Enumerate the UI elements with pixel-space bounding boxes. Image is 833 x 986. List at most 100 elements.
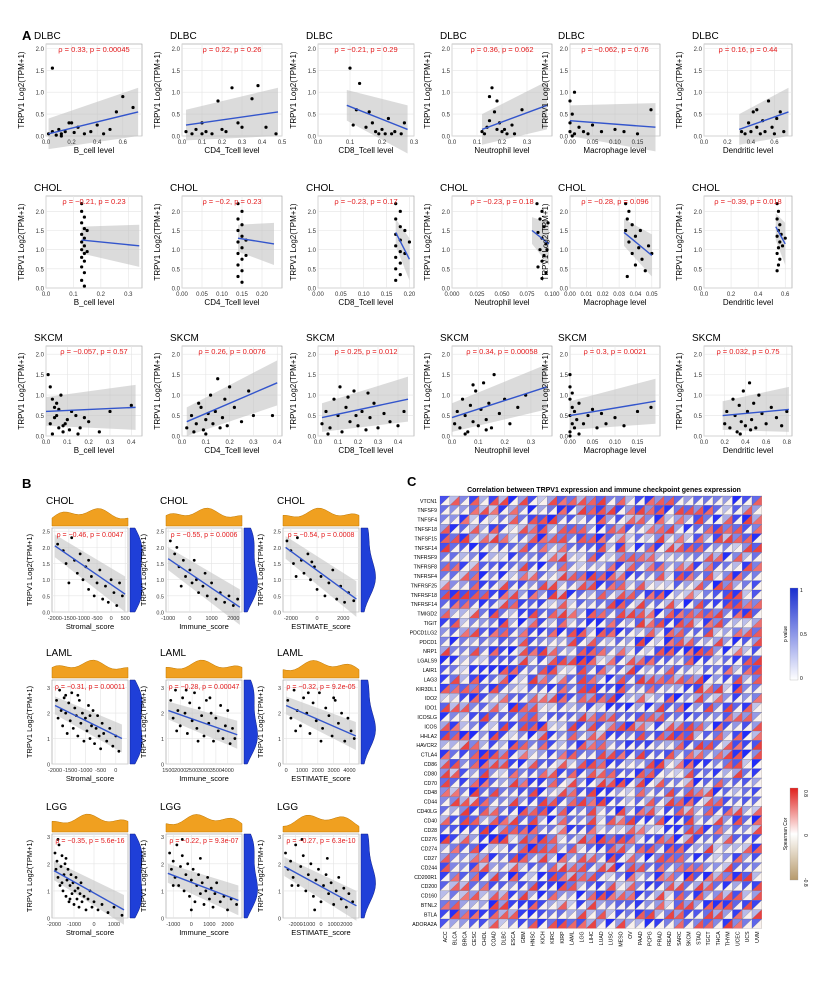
data-point: [346, 716, 350, 720]
data-point: [244, 253, 248, 258]
data-point: [102, 732, 106, 735]
data-point: [178, 724, 182, 728]
heatmap-cell: [537, 589, 548, 600]
heatmap-cell: [605, 524, 616, 534]
regression-line: [168, 709, 238, 736]
heatmap-cell: [527, 693, 538, 703]
cell-diagonal: [586, 495, 597, 506]
heatmap-cell: [488, 646, 499, 656]
data-point: [70, 691, 74, 695]
heatmap-cell: [508, 655, 519, 666]
cell-diagonal: [683, 533, 694, 544]
x-axis-label: Macrophage level: [583, 298, 646, 307]
data-point: [544, 242, 548, 246]
cell-diagonal: [703, 533, 714, 544]
data-point: [82, 226, 86, 231]
data-point: [599, 411, 604, 416]
data-point: [625, 274, 629, 279]
y-tick-label: 0.5: [442, 113, 451, 119]
cell-diagonal: [742, 542, 753, 553]
x-tick-label: 0.0: [700, 440, 709, 446]
heatmap-cell: [537, 580, 548, 591]
stat-label: ρ = 0.36, p = 0.062: [470, 45, 533, 54]
data-point: [208, 897, 211, 901]
x-tick-label: 500: [121, 616, 130, 622]
y-tick-label: 0.0: [694, 287, 703, 293]
y-tick-label: 1.5: [442, 229, 451, 235]
heatmap-cell: [478, 618, 489, 628]
heatmap-cell: [634, 693, 645, 703]
data-point: [48, 385, 52, 389]
data-point: [766, 99, 771, 103]
y-tick-label: 1.0: [273, 578, 281, 584]
cell-diagonal: [664, 524, 675, 534]
heatmap-cell: [722, 674, 733, 685]
data-point: [227, 594, 231, 598]
data-point: [236, 228, 240, 233]
y-tick-label: 1.0: [36, 248, 45, 254]
heatmap-cell: [595, 636, 606, 647]
heatmap-cell: [683, 552, 694, 562]
x-tick-label: 0.1: [473, 140, 482, 146]
heatmap-cell: [673, 533, 684, 544]
heatmap-cell: [488, 552, 499, 562]
stat-label: ρ = −0.23, p = 0.17: [334, 197, 397, 206]
heatmap-cell: [693, 683, 704, 694]
heatmap-cell: [595, 674, 606, 685]
data-point: [228, 742, 232, 746]
heatmap-cell: [751, 627, 762, 638]
heatmap-cell: [625, 646, 636, 656]
heatmap-cell: [673, 608, 684, 619]
data-point: [92, 900, 96, 904]
x-tick-label: 0.05: [587, 440, 599, 446]
cell-diagonal: [654, 514, 665, 525]
data-point: [495, 99, 499, 103]
data-point: [776, 209, 781, 213]
y-tick-label: 1.5: [36, 373, 45, 379]
data-point: [351, 900, 355, 904]
heatmap-cell: [722, 561, 733, 572]
cell-diagonal: [605, 524, 616, 534]
data-point: [510, 123, 514, 127]
y-tick-label: 1.0: [560, 91, 569, 97]
data-point: [115, 604, 119, 607]
heatmap-cell: [527, 580, 538, 591]
heatmap-cell: [488, 561, 499, 572]
data-point: [770, 125, 774, 129]
heatmap-cell: [478, 683, 489, 694]
heatmap-cell: [527, 552, 538, 562]
x-tick-label: 0.1: [198, 140, 207, 146]
heatmap-cell: [634, 599, 645, 609]
heatmap-cell: [742, 618, 753, 628]
x-tick-label: 0.3: [124, 292, 133, 298]
heatmap-cell: [576, 618, 587, 628]
data-point: [70, 892, 74, 896]
cell-diagonal: [439, 542, 450, 553]
row-label: TNFRSF4: [414, 574, 437, 580]
heatmap-cell: [556, 693, 567, 703]
x-tick-label: 3500: [210, 768, 222, 774]
data-point: [342, 886, 346, 890]
heatmap-cell: [527, 627, 538, 638]
heatmap-cell: [634, 542, 645, 553]
data-point: [204, 698, 208, 702]
data-point: [760, 411, 764, 416]
x-tick-label: 4000: [222, 768, 234, 774]
heatmap-cell: [625, 693, 636, 703]
x-axis-label: Immune_score: [179, 928, 229, 937]
y-tick-label: 2.0: [36, 210, 45, 216]
data-point: [175, 843, 179, 847]
heatmap-cell: [547, 561, 558, 572]
cell-diagonal: [576, 505, 587, 515]
data-point: [79, 721, 83, 725]
heatmap-cell: [566, 627, 577, 638]
data-point: [577, 401, 581, 405]
heatmap-cell: [605, 618, 616, 628]
heatmap-cell: [664, 627, 675, 638]
heatmap-cell: [586, 599, 597, 609]
x-tick-label: 0: [188, 616, 191, 622]
cell-diagonal: [469, 542, 480, 553]
data-point: [181, 696, 185, 700]
data-point: [306, 552, 310, 556]
confidence-band: [186, 360, 278, 436]
